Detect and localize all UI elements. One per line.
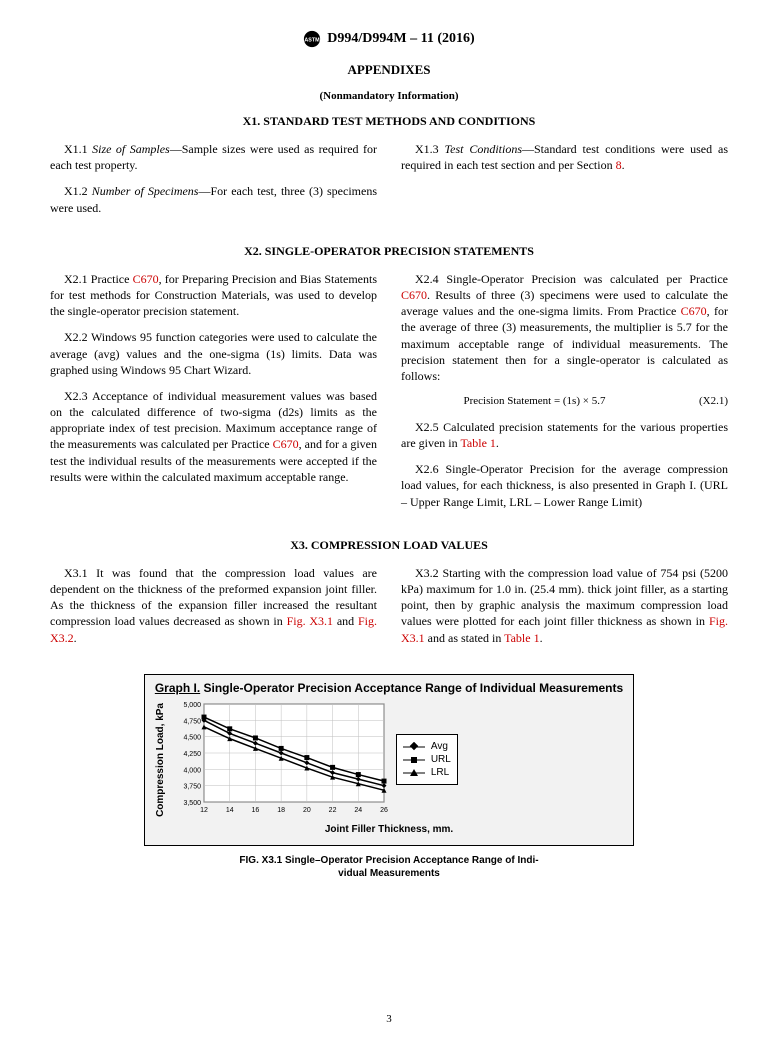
svg-text:4,500: 4,500 xyxy=(183,734,201,741)
x1-3-para: X1.3 Test Conditions—Standard test condi… xyxy=(401,141,728,173)
link-c670-b[interactable]: C670 xyxy=(273,437,299,451)
x2-3-para: X2.3 Acceptance of individual measuremen… xyxy=(50,388,377,485)
link-table1-b[interactable]: Table 1 xyxy=(504,631,539,645)
x2-equation: Precision Statement = (1s) × 5.7 (X2.1) xyxy=(401,394,728,409)
svg-text:18: 18 xyxy=(277,807,285,814)
x3-columns: X3.1 It was found that the compression l… xyxy=(50,565,728,656)
x3-2-para: X3.2 Starting with the compression load … xyxy=(401,565,728,646)
link-table1-a[interactable]: Table 1 xyxy=(460,436,495,450)
x2-1-para: X2.1 Practice C670, for Preparing Precis… xyxy=(50,271,377,320)
nonmandatory-subhead: (Nonmandatory Information) xyxy=(50,90,728,102)
chart-legend: Avg URL LRL xyxy=(396,734,458,785)
svg-text:14: 14 xyxy=(226,807,234,814)
svg-text:16: 16 xyxy=(251,807,259,814)
link-c670-a[interactable]: C670 xyxy=(133,272,159,286)
x3-1-para: X3.1 It was found that the compression l… xyxy=(50,565,377,646)
svg-text:4,250: 4,250 xyxy=(183,751,201,758)
x1-heading: X1. STANDARD TEST METHODS AND CONDITIONS xyxy=(50,114,728,129)
x3-col-left: X3.1 It was found that the compression l… xyxy=(50,565,377,656)
appendixes-title: APPENDIXES xyxy=(50,62,728,78)
doc-header: ASTM D994/D994M – 11 (2016) xyxy=(50,30,728,48)
x1-col-right: X1.3 Test Conditions—Standard test condi… xyxy=(401,141,728,226)
x2-6-para: X2.6 Single-Operator Precision for the a… xyxy=(401,461,728,510)
chart-body: Compression Load, kPa 5,000 4,750 4,500 4,2… xyxy=(155,700,623,820)
svg-text:3,500: 3,500 xyxy=(183,800,201,807)
svg-text:ASTM: ASTM xyxy=(305,38,321,44)
x3-heading: X3. COMPRESSION LOAD VALUES xyxy=(50,538,728,553)
chart-plot: 5,000 4,750 4,500 4,250 4,000 3,750 3,50012 14 1… xyxy=(170,700,390,820)
link-c670-d[interactable]: C670 xyxy=(681,304,707,318)
legend-url: URL xyxy=(403,754,451,765)
x2-2-para: X2.2 Windows 95 function categories were… xyxy=(50,329,377,378)
x1-1-para: X1.1 Size of Samples—Sample sizes were u… xyxy=(50,141,377,173)
svg-text:4,750: 4,750 xyxy=(183,718,201,725)
figure-caption: FIG. X3.1 Single–Operator Precision Acce… xyxy=(50,854,728,880)
x2-col-left: X2.1 Practice C670, for Preparing Precis… xyxy=(50,271,377,520)
x2-5-para: X2.5 Calculated precision statements for… xyxy=(401,419,728,451)
legend-avg: Avg xyxy=(403,741,451,752)
figure-x3-1: Graph I. Single-Operator Precision Accep… xyxy=(50,674,728,880)
link-c670-c[interactable]: C670 xyxy=(401,288,427,302)
x1-2-para: X1.2 Number of Specimens—For each test, … xyxy=(50,183,377,215)
x1-col-left: X1.1 Size of Samples—Sample sizes were u… xyxy=(50,141,377,226)
svg-text:26: 26 xyxy=(380,807,388,814)
svg-text:12: 12 xyxy=(200,807,208,814)
svg-text:24: 24 xyxy=(354,807,362,814)
chart-container: Graph I. Single-Operator Precision Accep… xyxy=(144,674,634,846)
x2-col-right: X2.4 Single-Operator Precision was calcu… xyxy=(401,271,728,520)
svg-text:4,000: 4,000 xyxy=(183,767,201,774)
chart-xlabel: Joint Filler Thickness, mm. xyxy=(155,824,623,835)
link-fig-x31-a[interactable]: Fig. X3.1 xyxy=(287,614,333,628)
svg-text:20: 20 xyxy=(303,807,311,814)
x3-col-right: X3.2 Starting with the compression load … xyxy=(401,565,728,656)
x2-4-para: X2.4 Single-Operator Precision was calcu… xyxy=(401,271,728,384)
svg-text:5,000: 5,000 xyxy=(183,702,201,709)
astm-logo-icon: ASTM xyxy=(303,30,321,48)
x2-heading: X2. SINGLE-OPERATOR PRECISION STATEMENTS xyxy=(50,244,728,259)
svg-text:22: 22 xyxy=(329,807,337,814)
page-number: 3 xyxy=(0,1013,778,1025)
x2-columns: X2.1 Practice C670, for Preparing Precis… xyxy=(50,271,728,520)
legend-lrl: LRL xyxy=(403,767,451,778)
x1-columns: X1.1 Size of Samples—Sample sizes were u… xyxy=(50,141,728,226)
designation-text: D994/D994M – 11 (2016) xyxy=(327,31,474,47)
svg-text:3,750: 3,750 xyxy=(183,783,201,790)
chart-title: Graph I. Single-Operator Precision Accep… xyxy=(155,681,623,696)
chart-ylabel: Compression Load, kPa xyxy=(155,703,166,817)
